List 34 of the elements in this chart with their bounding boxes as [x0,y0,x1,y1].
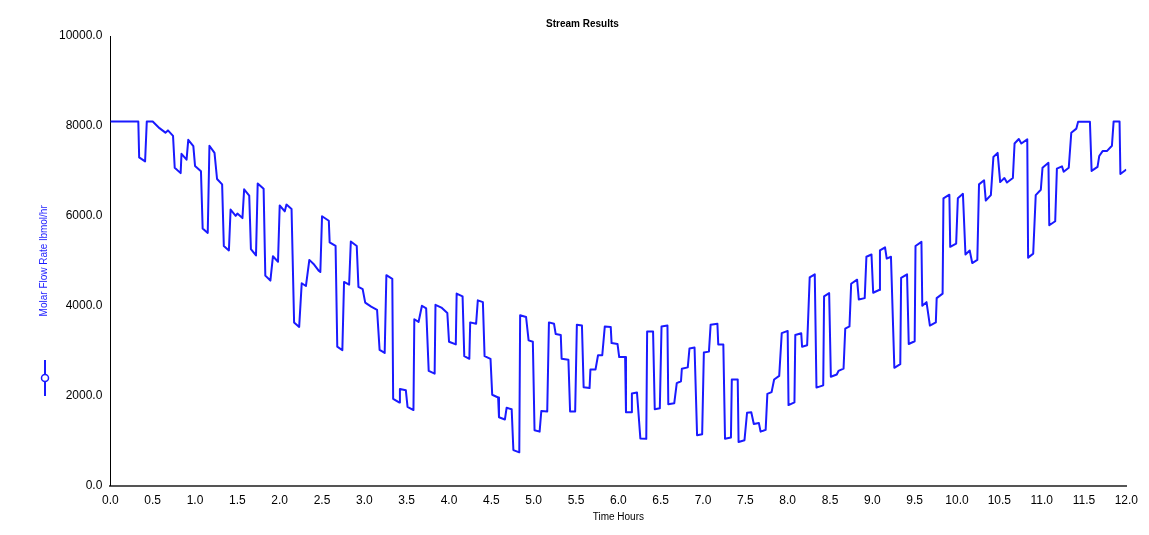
x-tick-label: 8.5 [821,493,839,508]
y-tick-label: 4000.0 [65,298,103,313]
x-tick-label: 3.5 [398,493,416,508]
x-tick-label: 1.5 [229,493,247,508]
y-tick-label: 8000.0 [65,118,103,133]
chart-title: Stream Results [546,17,620,29]
x-tick-label: 6.0 [610,493,628,508]
x-tick-label: 6.5 [652,493,670,508]
x-tick-label: 9.5 [906,493,924,508]
x-tick-label: 0.5 [144,493,162,508]
x-tick-label: 2.0 [271,493,289,508]
y-tick-label: 2000.0 [65,387,103,402]
x-tick-label: 0.0 [102,493,120,508]
x-tick-label: 4.5 [483,493,501,508]
y-tick-label: 10000.0 [58,28,103,43]
x-tick-label: 4.0 [440,493,458,508]
y-tick-label: 6000.0 [65,208,103,223]
x-tick-label: 10.0 [945,493,969,508]
x-tick-label: 12.0 [1114,493,1139,508]
x-tick-label: 11.5 [1072,493,1096,508]
x-tick-label: 2.5 [313,493,331,508]
x-tick-label: 11.0 [1030,493,1054,508]
x-axis-title: Time Hours [592,510,645,522]
x-tick-label: 7.5 [737,493,755,508]
x-tick-label: 1.0 [186,493,204,508]
x-tick-label: 7.0 [694,493,712,508]
x-tick-label: 3.0 [356,493,374,508]
x-tick-label: 10.5 [987,493,1012,508]
x-tick-label: 9.0 [863,493,881,508]
y-axis-title: Molar Flow Rate lbmol/hr [37,204,49,317]
x-tick-label: 5.0 [525,493,543,508]
x-tick-label: 5.5 [567,493,585,508]
x-tick-label: 8.0 [779,493,797,508]
y-tick-label: 0.0 [85,477,103,492]
